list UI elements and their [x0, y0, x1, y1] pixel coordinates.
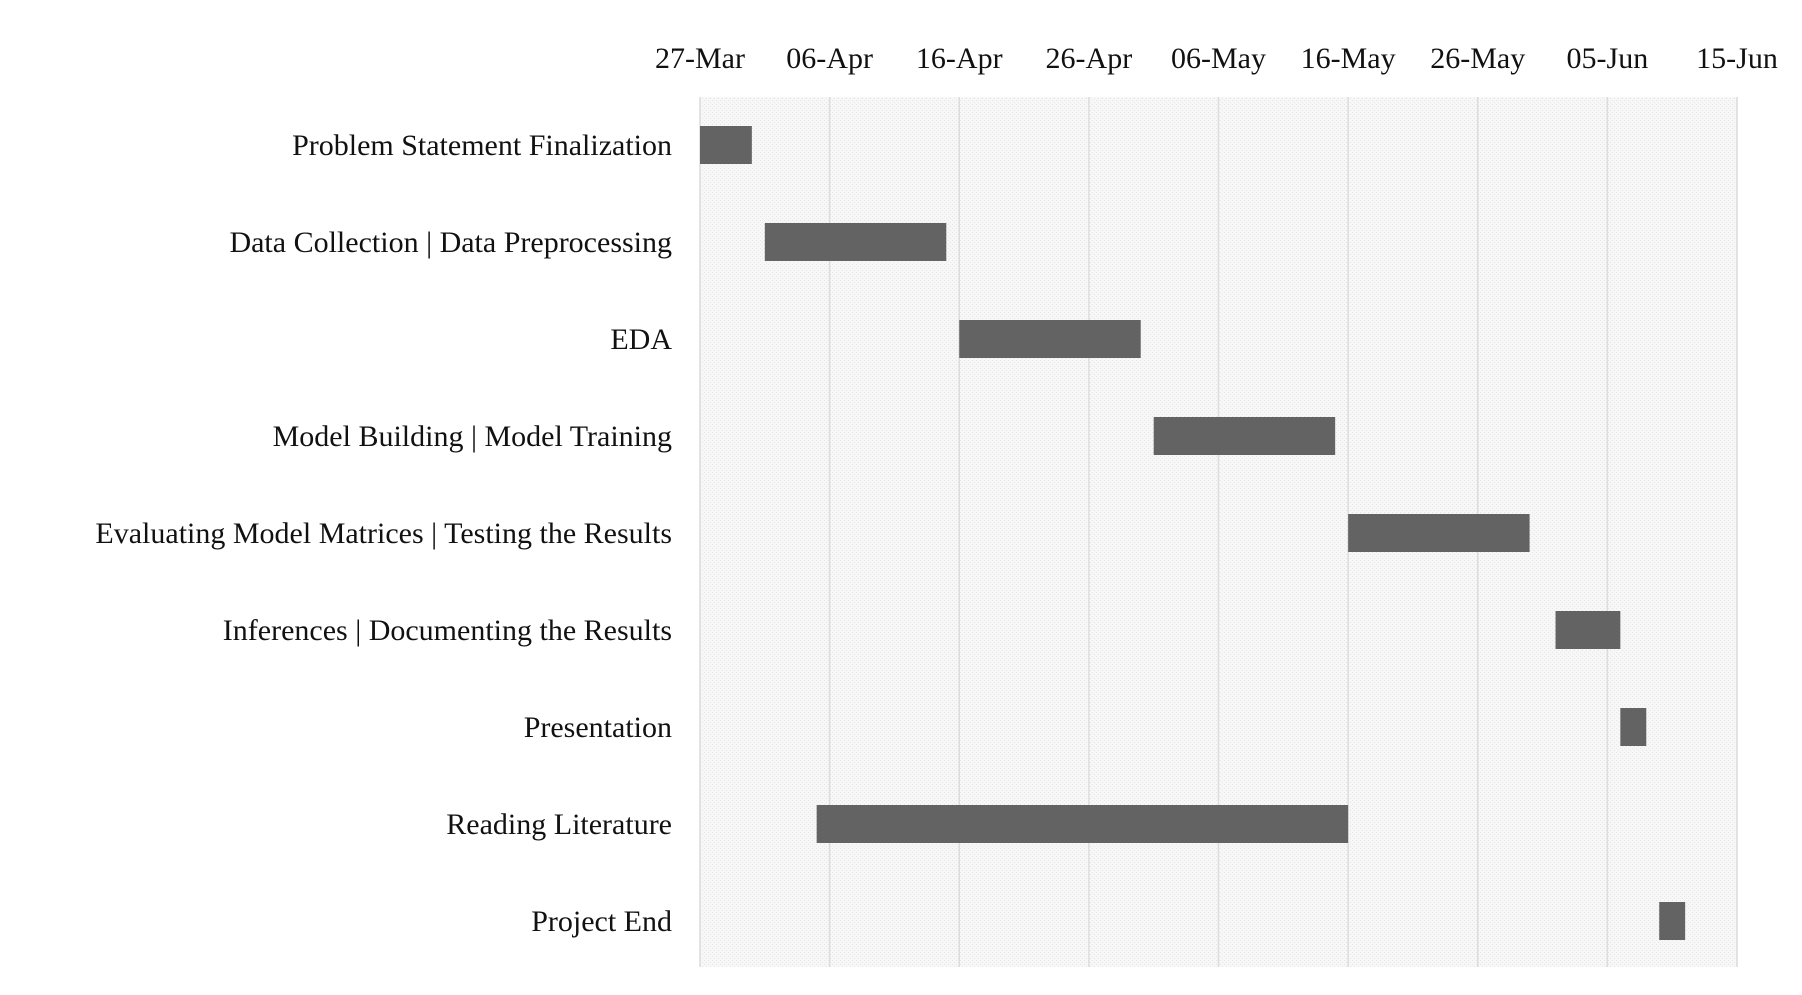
- task-label: Model Building | Model Training: [273, 420, 672, 453]
- x-axis-ticks: 27-Mar 06-Apr 16-Apr 26-Apr 06-May 16-May 26-M…: [655, 42, 1778, 75]
- task-bar: [1555, 611, 1621, 649]
- task-bar: [816, 805, 1349, 843]
- task-label: Reading Literature: [446, 808, 672, 841]
- task-bar: [959, 320, 1141, 358]
- x-tick-label: 06-May: [1171, 42, 1266, 75]
- task-label: Project End: [531, 905, 672, 938]
- x-tick-label: 05-Jun: [1567, 42, 1649, 75]
- task-bar: [764, 223, 947, 261]
- task-bar: [700, 126, 752, 164]
- task-label: EDA: [610, 323, 672, 356]
- task-bar: [1153, 417, 1336, 455]
- task-label: Data Collection | Data Preprocessing: [229, 226, 672, 259]
- task-bar: [1620, 708, 1647, 746]
- x-tick-label: 15-Jun: [1696, 42, 1778, 75]
- x-tick-label: 16-Apr: [916, 42, 1003, 75]
- x-tick-label: 26-May: [1430, 42, 1525, 75]
- task-bar: [1659, 902, 1686, 940]
- x-tick-label: 16-May: [1301, 42, 1396, 75]
- task-label: Problem Statement Finalization: [292, 129, 672, 162]
- task-label: Presentation: [524, 711, 672, 744]
- x-tick-label: 27-Mar: [655, 42, 745, 75]
- task-bar: [1348, 514, 1530, 552]
- task-labels: Problem Statement Finalization Data Colle…: [95, 129, 672, 938]
- x-tick-label: 26-Apr: [1046, 42, 1133, 75]
- task-label: Evaluating Model Matrices | Testing the …: [95, 517, 672, 550]
- x-tick-label: 06-Apr: [786, 42, 873, 75]
- task-bars: [700, 126, 1686, 940]
- task-label: Inferences | Documenting the Results: [223, 614, 672, 647]
